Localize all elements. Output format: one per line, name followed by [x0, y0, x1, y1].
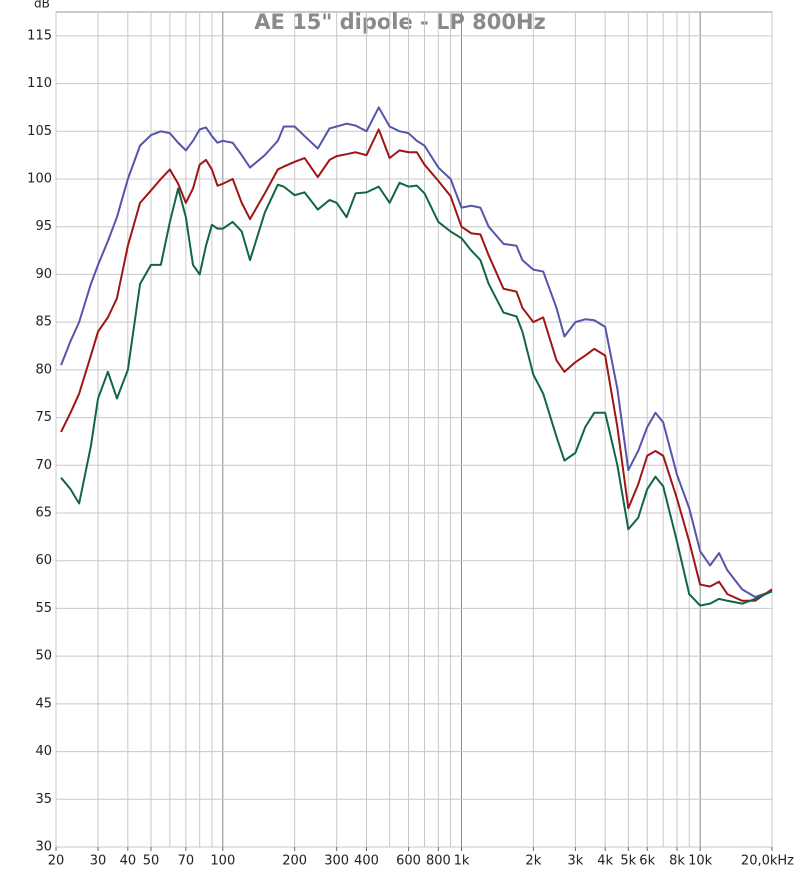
plot-frame: [55, 11, 773, 848]
y-tick-label: 80: [35, 362, 52, 377]
x-tick-label: 800: [426, 854, 451, 869]
y-tick-label: 60: [35, 553, 52, 568]
y-tick-label: 110: [27, 76, 52, 91]
x-tick-label: 400: [354, 854, 379, 869]
x-tick-label: 2k: [525, 854, 541, 869]
x-tick-label: 40: [120, 854, 137, 869]
x-tick-label: 600: [396, 854, 421, 869]
series-line: [60, 128, 773, 602]
x-tick-label: 200: [282, 854, 307, 869]
x-tick-label: 4k: [597, 854, 613, 869]
x-tick-label: 20: [48, 854, 65, 869]
x-tick-label: 100: [210, 854, 235, 869]
x-tick-label: 30: [90, 854, 107, 869]
y-tick-label: 70: [35, 458, 52, 473]
x-tick-label: 300: [324, 854, 349, 869]
y-tick-label: 45: [35, 696, 52, 711]
y-tick-label: 115: [27, 28, 52, 43]
series-line: [60, 106, 773, 598]
x-tick-label: 8k: [669, 854, 685, 869]
chart-title: AE 15" dipole - LP 800Hz: [254, 10, 546, 34]
y-axis-label: dB: [34, 0, 50, 11]
y-tick-label: 100: [27, 172, 52, 187]
x-tick-label: 10k: [688, 854, 713, 869]
y-tick-label: 30: [35, 840, 52, 855]
y-tick-label: 35: [35, 792, 52, 807]
x-tick-label: 50: [143, 854, 160, 869]
y-tick-label: 55: [35, 601, 52, 616]
y-tick-label: 95: [35, 219, 52, 234]
y-tick-label: 75: [35, 410, 52, 425]
x-tick-label: 6k: [639, 854, 655, 869]
y-tick-label: 50: [35, 649, 52, 664]
series-line: [60, 181, 773, 607]
y-tick-label: 105: [27, 124, 52, 139]
x-tick-label: 20,0kHz: [741, 854, 794, 869]
y-tick-label: 90: [35, 267, 52, 282]
x-tick-label: 5k: [620, 854, 636, 869]
y-tick-label: 65: [35, 506, 52, 521]
x-tick-label: 1k: [454, 854, 470, 869]
x-tick-label: 3k: [567, 854, 583, 869]
x-tick-label: 70: [178, 854, 195, 869]
y-tick-label: 85: [35, 315, 52, 330]
y-tick-label: 40: [35, 744, 52, 759]
